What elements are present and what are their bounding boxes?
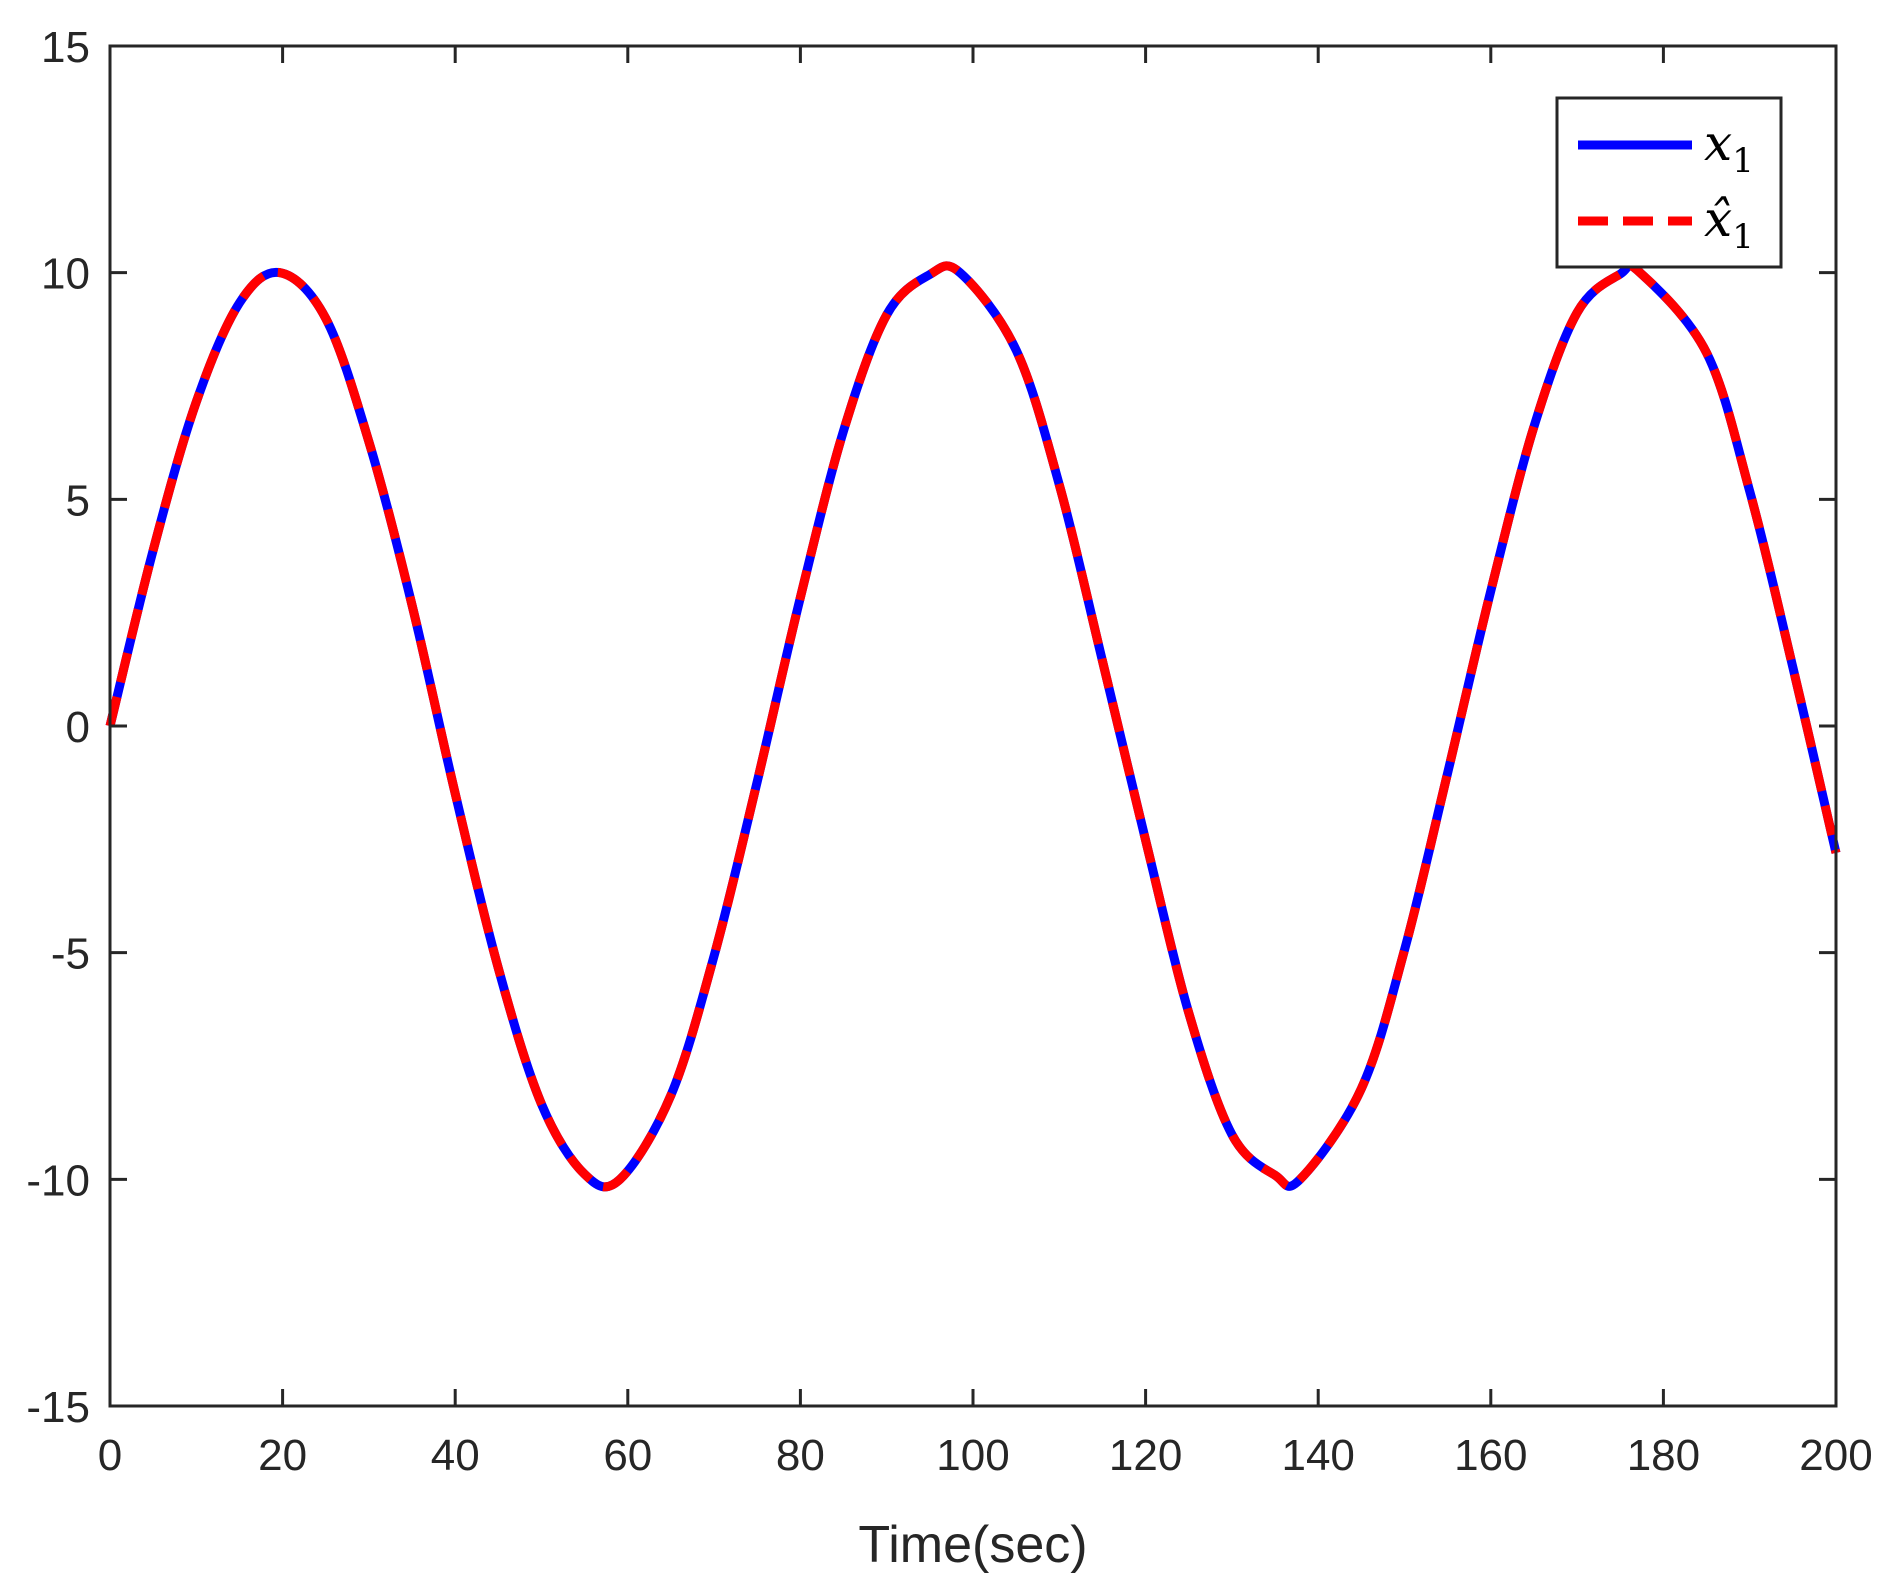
x-tick-label: 80	[776, 1431, 825, 1480]
legend-box	[1555, 96, 1783, 269]
y-tick-labels: -15 -10 -5 0 5 10 15	[26, 23, 90, 1432]
x-tick-label: 40	[431, 1431, 480, 1480]
x-tick-labels: 0 20 40 60 80 100 120 140 160 180 200	[98, 1431, 1873, 1480]
y-tick-label: 5	[66, 476, 90, 525]
ticks-layer	[108, 44, 1838, 1408]
y-tick-label: 15	[41, 23, 90, 72]
legend-label-x1: x1	[1704, 114, 1754, 181]
series-layer	[105, 261, 1841, 1192]
x-tick-label: 0	[98, 1431, 122, 1480]
x-tick-label: 120	[1109, 1431, 1182, 1480]
y-tick-label: -10	[26, 1156, 90, 1205]
legend-label-x1-hat: x̂1	[1704, 190, 1754, 257]
series-line-x1-hat	[105, 261, 1841, 1192]
x-tick-label: 200	[1799, 1431, 1872, 1480]
x-tick-label: 180	[1627, 1431, 1700, 1480]
y-tick-label: 10	[41, 250, 90, 299]
y-tick-label: -15	[26, 1383, 90, 1432]
legend: x1 x̂1	[1555, 96, 1783, 269]
x-tick-label: 160	[1454, 1431, 1527, 1480]
x-tick-label: 20	[258, 1431, 307, 1480]
x-axis-label: Time(sec)	[858, 1516, 1087, 1574]
x-tick-label: 140	[1281, 1431, 1354, 1480]
x-tick-label: 100	[936, 1431, 1009, 1480]
y-tick-label: -5	[51, 930, 90, 979]
x-tick-label: 60	[603, 1431, 652, 1480]
y-tick-label: 0	[66, 703, 90, 752]
